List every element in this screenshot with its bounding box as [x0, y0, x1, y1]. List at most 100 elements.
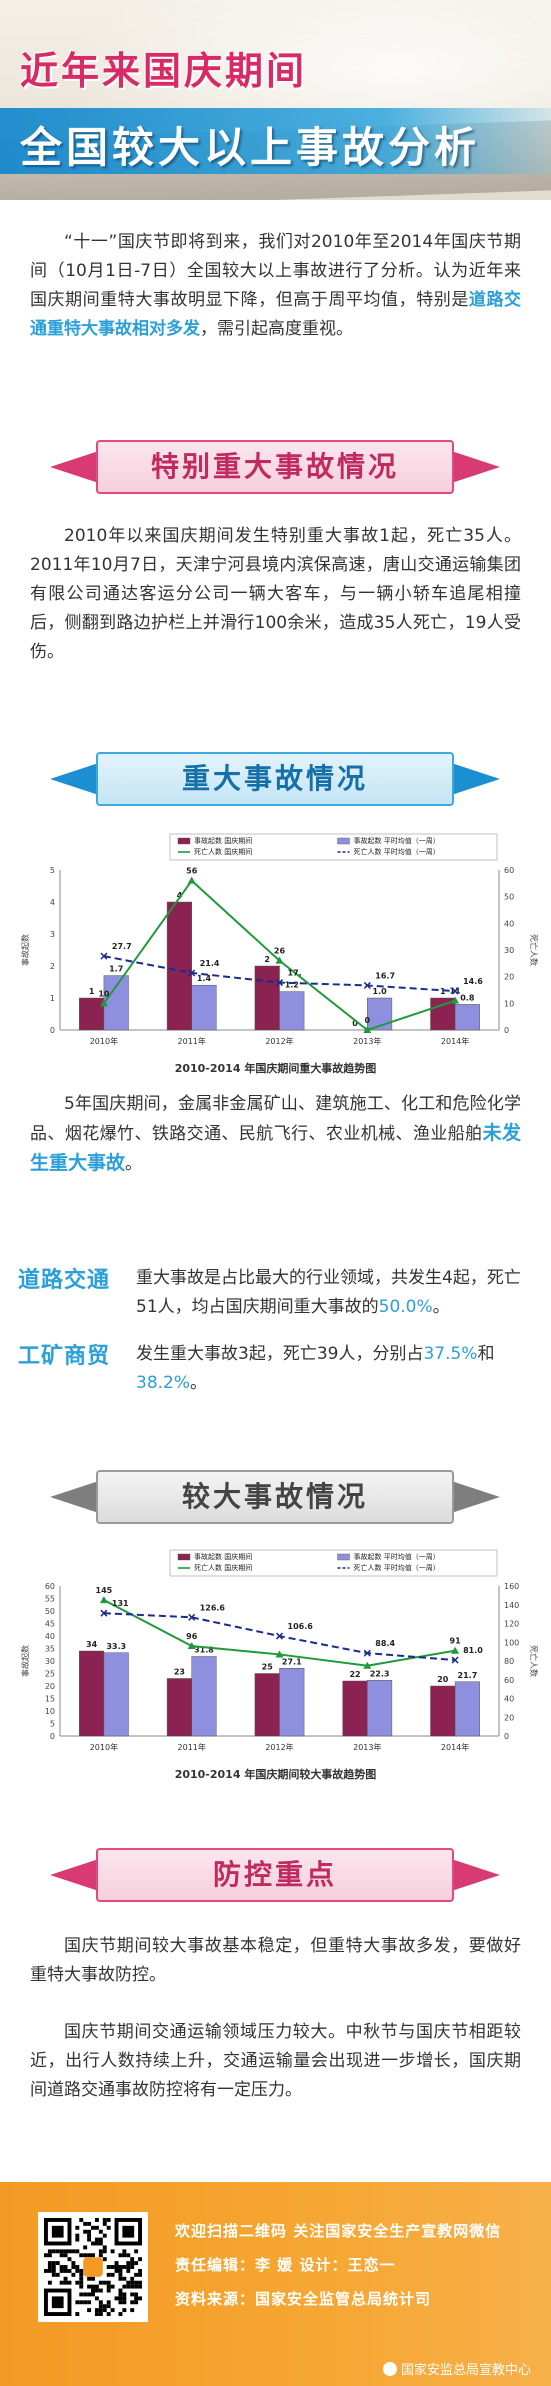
qr-module: [79, 2292, 84, 2297]
bar-data-label: 1.2: [285, 981, 299, 990]
qr-module: [94, 2288, 99, 2293]
qr-module: [126, 2284, 131, 2289]
bar: [367, 997, 393, 1031]
industry-label: 工矿商贸: [18, 1344, 111, 1369]
y-right-axis-title: 死亡人数: [529, 934, 539, 966]
qr-module: [51, 2265, 56, 2269]
qr-module: [71, 2249, 76, 2254]
line-point: [188, 1613, 196, 1621]
chart-legend: 事故起数 国庆期间 事故起数 平时均值（一周） 死亡人数 国庆期间 死亡人数 平时均值…: [169, 833, 498, 861]
qr-module: [130, 2300, 135, 2305]
bar-data-label: 25: [262, 1663, 274, 1672]
qr-module: [134, 2292, 139, 2297]
section-title: 较大事故情况: [181, 1480, 368, 1513]
industry-text-b: 。: [432, 1297, 450, 1317]
qr-module: [94, 2237, 99, 2242]
banner-ribbon: [96, 440, 454, 494]
qr-module: [130, 2265, 135, 2269]
x-tick-label: 2014年: [441, 1036, 469, 1046]
qr-module: [94, 2308, 99, 2313]
chart-large-accidents: 0 5 10 15 20 25 30 35 40 45 50 55 60 0 20 40 60 80 100 120 1…: [10, 1546, 541, 1782]
qr-module: [75, 2300, 80, 2305]
industry-desc: 重大事故是占比最大的行业领域，共发生4起，死亡51人，均占国庆期间重大事故的50…: [136, 1264, 531, 1322]
qr-module: [130, 2308, 135, 2313]
qr-module: [102, 2308, 107, 2313]
legend-label: 死亡人数 国庆期间: [194, 1563, 252, 1572]
y-right-tick-label: 30: [504, 946, 514, 955]
qr-module: [51, 2249, 56, 2254]
x-tick-label: 2013年: [353, 1036, 381, 1046]
qr-finder: [122, 2225, 135, 2238]
line-data-label: 131: [112, 1599, 129, 1608]
qr-module: [122, 2284, 127, 2289]
qr-module: [59, 2265, 64, 2269]
qr-finder: [51, 2225, 64, 2238]
line-data-label: 0: [365, 1016, 371, 1025]
header-title-line2: 全国较大以上事故分析: [20, 123, 481, 172]
qr-module: [114, 2265, 119, 2269]
qr-module: [91, 2292, 95, 2297]
qr-module: [79, 2218, 84, 2222]
qr-module: [138, 2257, 142, 2262]
qr-module: [130, 2284, 135, 2289]
qr-module: [102, 2304, 107, 2309]
qr-module: [71, 2265, 76, 2269]
qr-module: [98, 2304, 103, 2309]
qr-module: [118, 2268, 123, 2273]
line-point: [100, 1609, 108, 1617]
qr-module: [118, 2296, 123, 2301]
qr-code-icon: [44, 2218, 142, 2316]
qr-module: [98, 2308, 103, 2313]
qr-module: [51, 2268, 56, 2273]
qr-module: [83, 2300, 88, 2305]
qr-module: [130, 2292, 135, 2297]
y-tick-label: 3: [50, 930, 55, 939]
qr-module: [106, 2312, 111, 2316]
legend-label: 事故起数 国庆期间: [194, 836, 252, 845]
line-point: [187, 876, 196, 884]
qr-module: [59, 2280, 64, 2285]
qr-module: [98, 2249, 103, 2254]
line-point: [187, 1642, 196, 1649]
qr-module: [130, 2261, 135, 2266]
line-point: [100, 952, 108, 960]
bar: [166, 901, 192, 1031]
qr-module: [59, 2249, 64, 2254]
qr-module: [55, 2272, 60, 2277]
line-point: [188, 969, 196, 977]
qr-module: [98, 2312, 103, 2316]
qr-module: [110, 2272, 115, 2277]
y-right-tick-label: 0: [504, 1026, 509, 1035]
y-right-axis-title: 死亡人数: [529, 1645, 539, 1677]
y-axis-title: 事故起数: [20, 934, 30, 966]
qr-module: [67, 2249, 72, 2254]
qr-module: [94, 2225, 99, 2230]
industry-row-mining: 工矿商贸 发生重大事故3起，死亡39人，分别占37.5%和 38.2%。: [18, 1338, 533, 1400]
section4-paragraph-2: 国庆节期间交通运输领域压力较大。中秋节与国庆节相距较近，出行人数持续上升，交通运…: [30, 2022, 521, 2100]
qr-module: [55, 2261, 60, 2266]
footer: 欢迎扫描二维码 关注国家安全生产宣教网微信 责任编辑：李 媛 设计：王恋一 资料…: [0, 2182, 551, 2386]
line-data-label: 145: [96, 1586, 113, 1595]
qr-module: [75, 2237, 80, 2242]
line-data-label: 10: [98, 989, 110, 998]
banner-ribbon: [96, 1470, 454, 1524]
qr-module: [98, 2229, 103, 2234]
qr-module: [75, 2249, 80, 2254]
qr-code[interactable]: [38, 2212, 148, 2322]
bar-data-label: 22.3: [370, 1669, 390, 1678]
line-data-label: 26: [274, 947, 286, 956]
section2-text-b: 。: [125, 1154, 143, 1174]
legend-label: 事故起数 平时均值（一周）: [354, 1552, 440, 1561]
legend-label: 事故起数 平时均值（一周）: [354, 836, 440, 845]
industry-text-b: 和: [477, 1344, 495, 1364]
header-title-line1: 近年来国庆期间: [20, 49, 308, 93]
qr-module: [134, 2261, 139, 2266]
qr-module: [118, 2300, 123, 2305]
qr-module: [134, 2249, 139, 2254]
bar: [430, 1685, 456, 1737]
qr-module: [75, 2225, 80, 2230]
qr-module: [91, 2241, 95, 2246]
qr-module: [114, 2296, 119, 2301]
industry-text-a: 发生重大事故3起，死亡39人，分别占: [136, 1344, 424, 1364]
